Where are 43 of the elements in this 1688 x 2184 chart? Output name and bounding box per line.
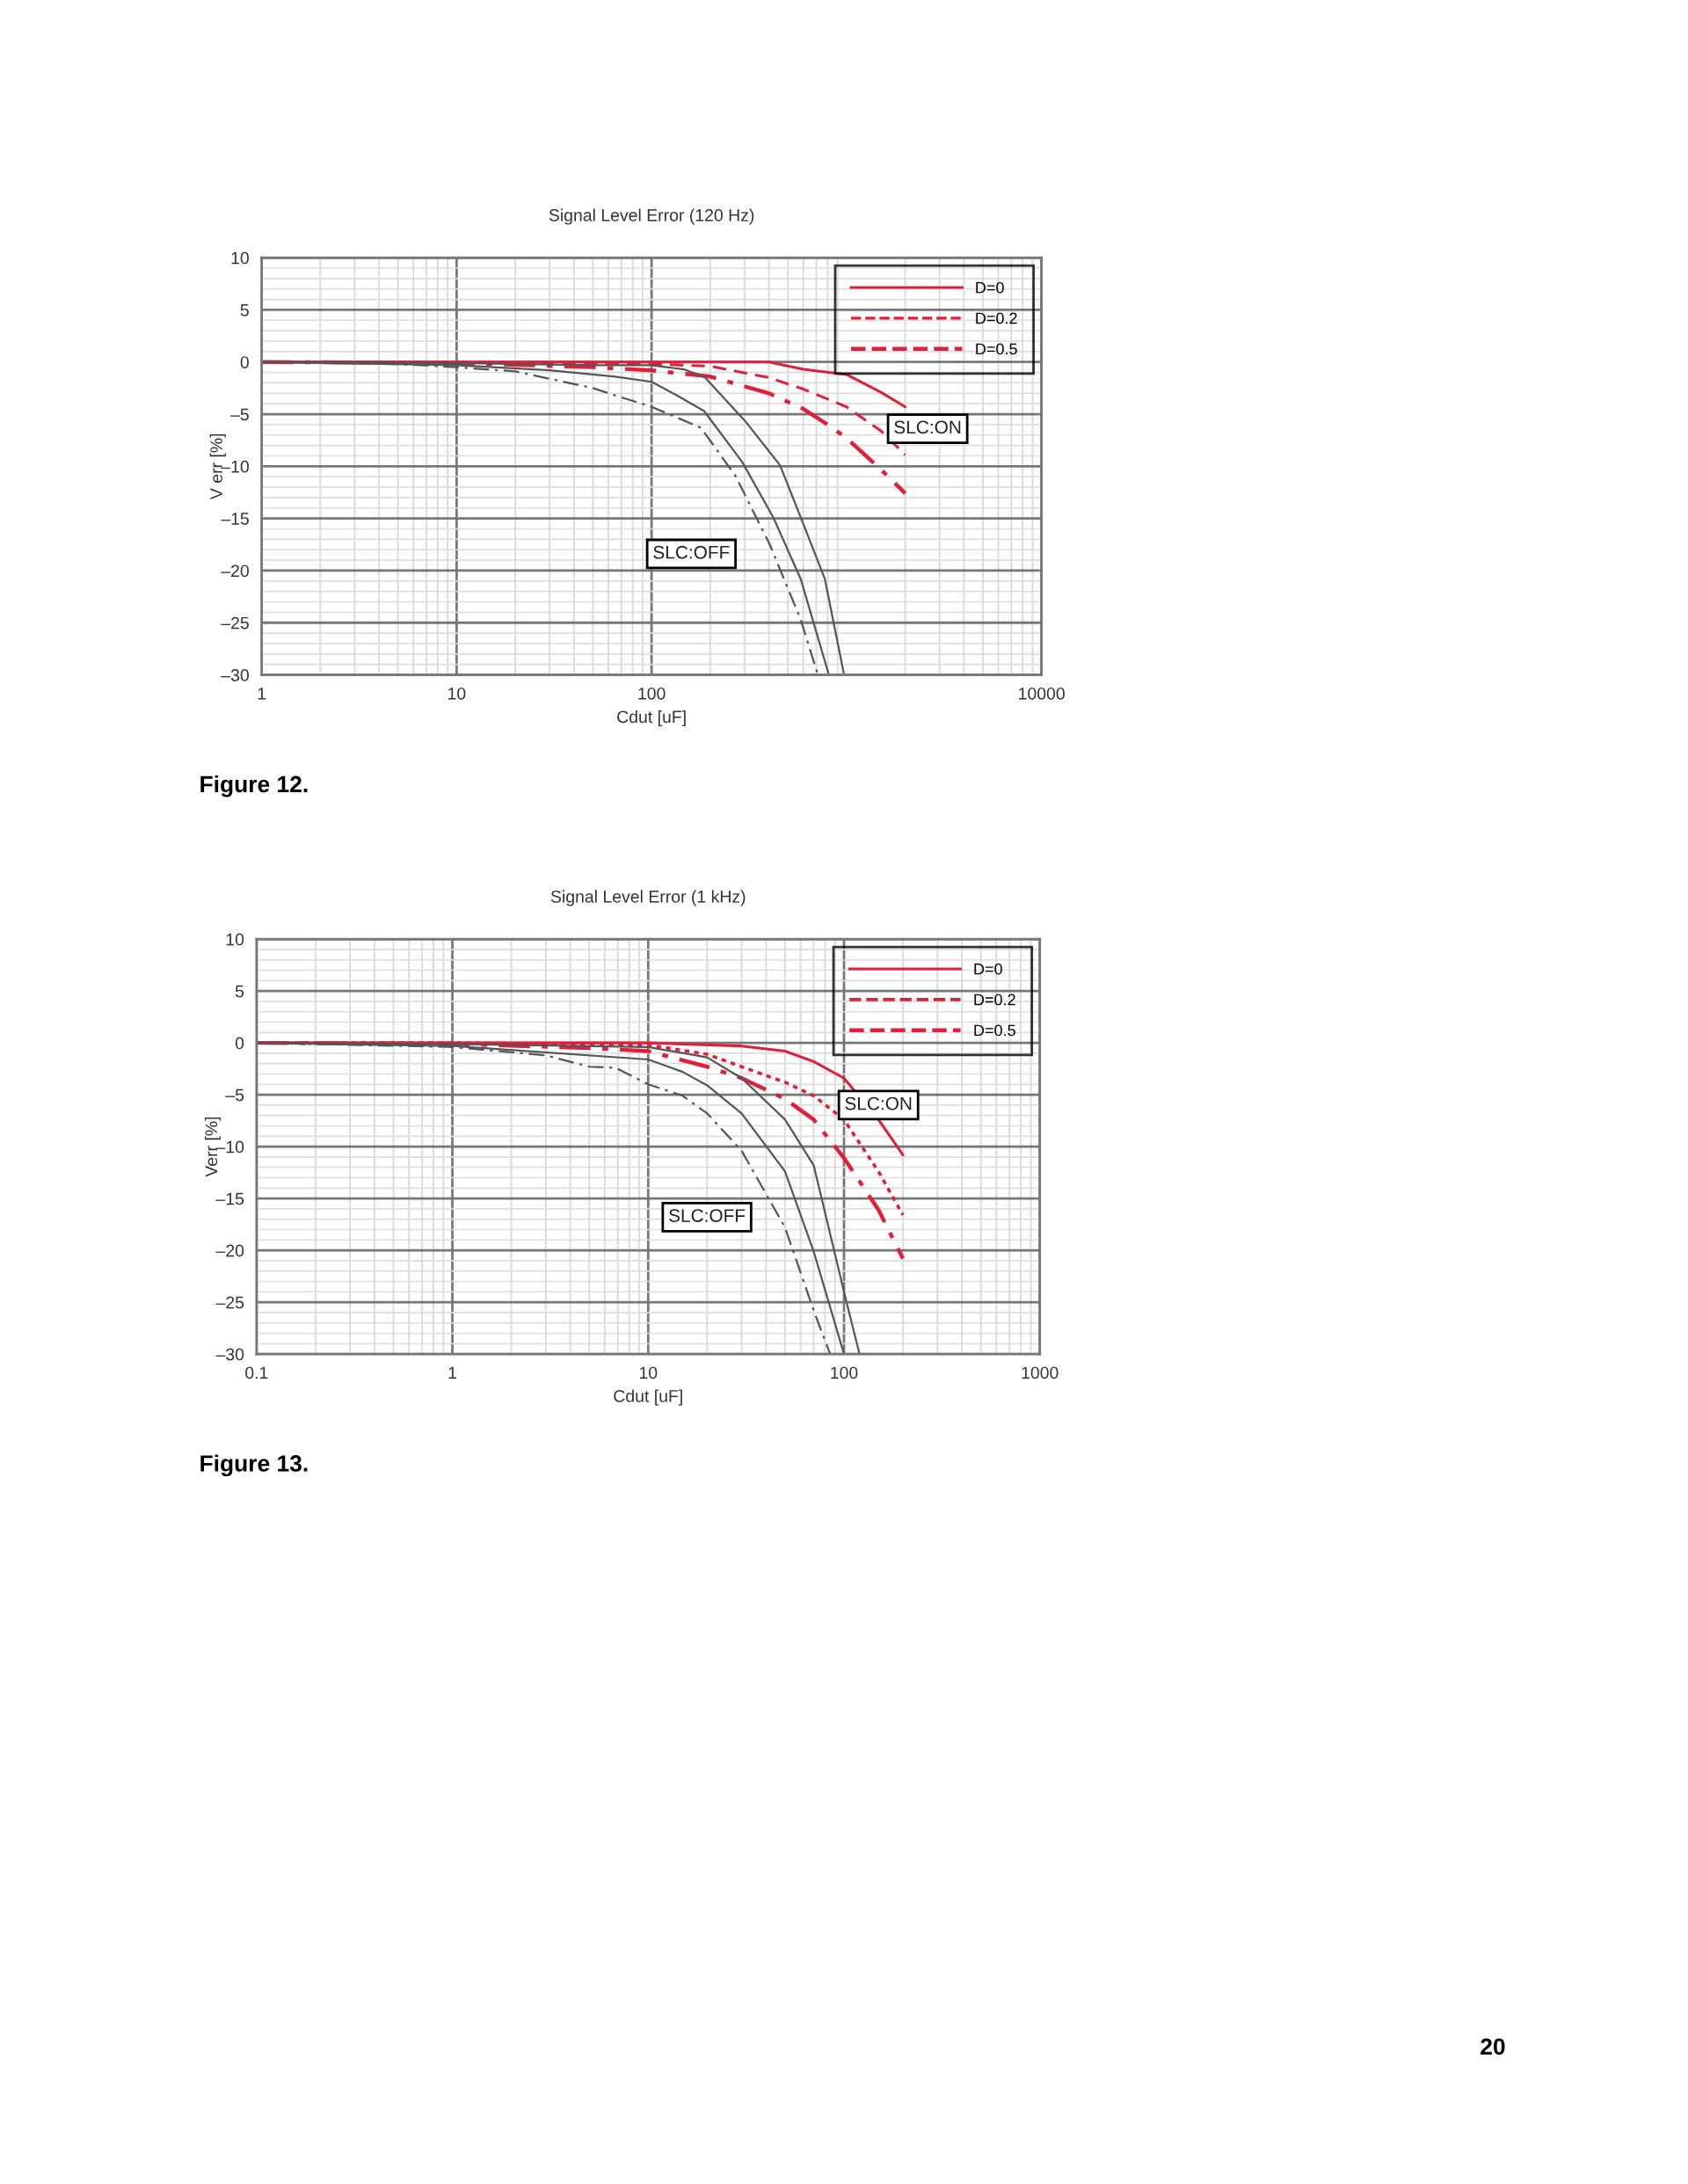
- text: D=0.5: [976, 343, 1017, 355]
- x-tick-label: 1: [448, 1366, 457, 1380]
- x-tick-label: 10: [448, 687, 466, 700]
- annotation: SLC:ON: [894, 420, 961, 434]
- text: 20: [1481, 2038, 1505, 2056]
- x-axis-title: Cdut [uF]: [617, 710, 686, 727]
- y-tick-label: –15: [221, 513, 249, 525]
- x-tick-label: 1: [258, 688, 266, 700]
- text: D=0.2: [974, 994, 1015, 1006]
- x-tick-label: 10: [639, 1366, 658, 1380]
- x-axis-title: Cdut [uF]: [614, 1389, 682, 1406]
- y-tick-label: –5: [230, 408, 249, 421]
- x-tick-label: 1000: [1022, 1366, 1059, 1380]
- y-tick-label: –30: [221, 669, 249, 681]
- y-tick-label: 10: [226, 933, 244, 946]
- y-tick-label: –25: [215, 1296, 244, 1309]
- y-tick-label: –25: [221, 616, 249, 630]
- chart-title: Signal Level Error (120 Hz): [549, 208, 754, 225]
- y-tick-label: –5: [225, 1088, 244, 1102]
- text: D=0: [976, 281, 1004, 294]
- text: D=0: [974, 963, 1002, 975]
- x-tick-label: 100: [638, 687, 666, 700]
- annotation: SLC:ON: [845, 1096, 912, 1110]
- x-tick-label: 100: [831, 1366, 858, 1380]
- y-tick-label: –30: [215, 1348, 244, 1361]
- text: D=0.2: [976, 312, 1017, 324]
- y-tick-label: –20: [221, 564, 249, 578]
- caption: Figure 13.: [200, 1454, 308, 1477]
- y-tick-label: –20: [215, 1244, 244, 1257]
- y-tick-label: 10: [231, 251, 249, 265]
- y-tick-label: –10: [221, 460, 249, 473]
- y-tick-label: 5: [240, 304, 249, 317]
- caption: Figure 12.: [200, 775, 308, 797]
- y-tick-label: 0: [240, 356, 249, 368]
- chart-title: Signal Level Error (1 kHz): [550, 890, 746, 906]
- x-tick-label: 10000: [1019, 687, 1065, 700]
- y-tick-label: 5: [235, 985, 244, 998]
- x-tick-label: 0.1: [245, 1366, 268, 1380]
- annotation: SLC:OFF: [653, 545, 730, 559]
- y-tick-label: –15: [215, 1192, 244, 1205]
- y-tick-label: 0: [235, 1037, 244, 1050]
- text: D=0.5: [974, 1024, 1015, 1037]
- annotation: SLC:OFF: [669, 1209, 746, 1222]
